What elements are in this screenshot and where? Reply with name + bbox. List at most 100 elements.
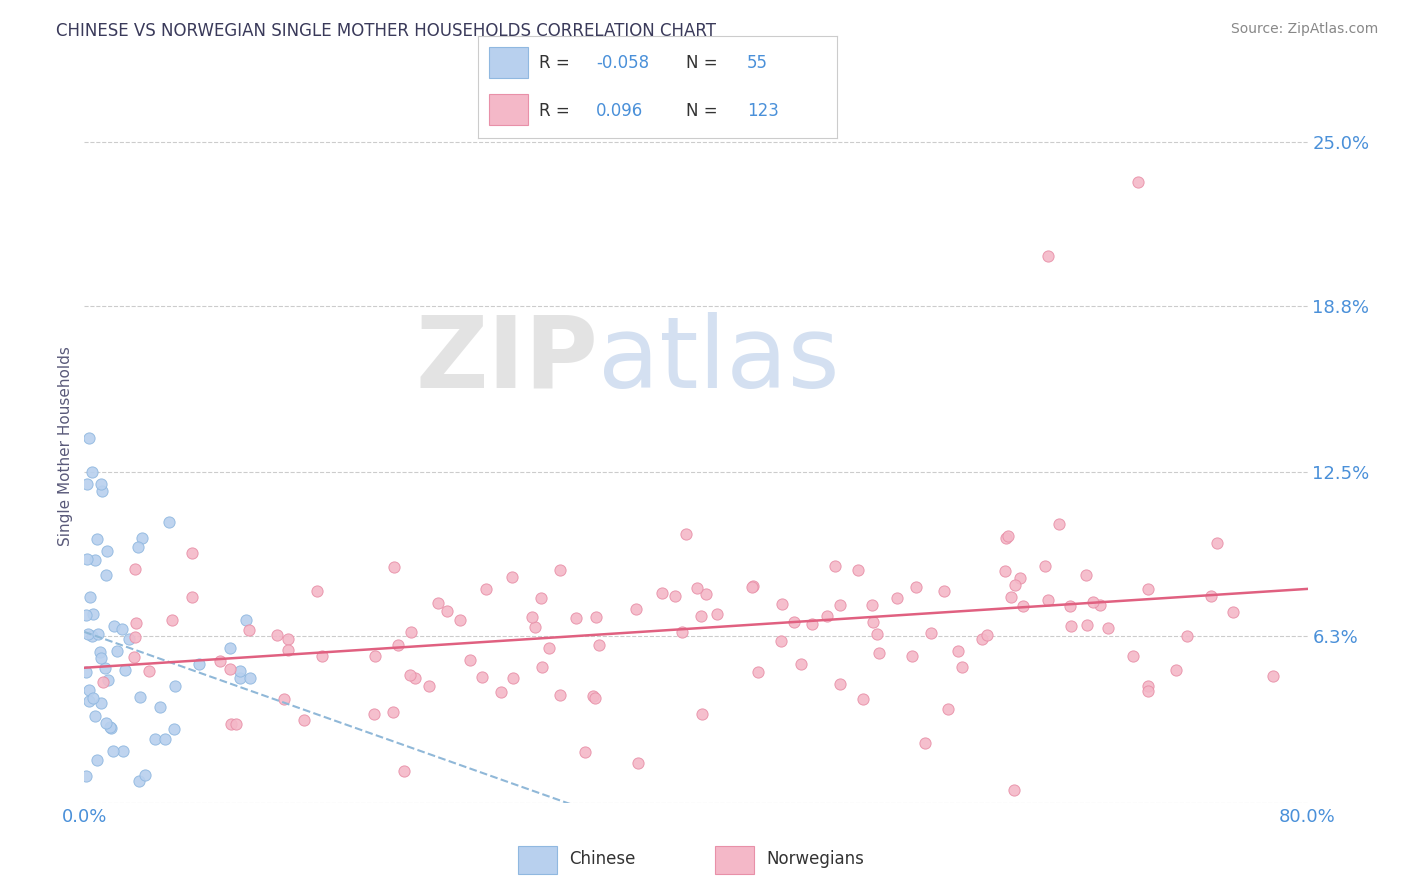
Point <box>208 654 231 668</box>
Point <box>89 645 111 659</box>
Point <box>1036 593 1059 607</box>
Point <box>75 608 97 623</box>
Point <box>273 691 295 706</box>
Point <box>387 638 409 652</box>
Point <box>77 431 100 445</box>
Point <box>1004 578 1026 592</box>
Point <box>651 586 673 600</box>
Point <box>225 717 247 731</box>
Point <box>815 608 838 623</box>
Point <box>627 756 650 771</box>
Point <box>277 632 299 646</box>
Point <box>399 668 422 682</box>
Point <box>801 617 824 632</box>
Point <box>905 580 928 594</box>
Text: Chinese: Chinese <box>569 849 636 868</box>
Point <box>582 689 605 703</box>
Point <box>163 722 186 736</box>
Point <box>292 713 315 727</box>
Point <box>1008 571 1031 585</box>
Point <box>522 610 544 624</box>
Point <box>664 590 686 604</box>
Point <box>436 604 458 618</box>
Point <box>100 721 122 735</box>
Point <box>382 560 405 574</box>
Point <box>565 611 588 625</box>
Point <box>769 634 792 648</box>
Text: R =: R = <box>538 102 575 120</box>
Point <box>219 640 242 655</box>
Text: 0.096: 0.096 <box>596 102 644 120</box>
Point <box>125 615 148 630</box>
Point <box>1097 621 1119 635</box>
Point <box>114 663 136 677</box>
Point <box>995 531 1018 545</box>
Point <box>87 627 110 641</box>
Point <box>936 701 959 715</box>
FancyBboxPatch shape <box>517 846 557 874</box>
Point <box>129 690 152 704</box>
Text: atlas: atlas <box>598 312 839 409</box>
Point <box>153 732 176 747</box>
Point <box>1088 598 1111 612</box>
Point <box>900 649 922 664</box>
Point <box>1002 782 1025 797</box>
Point <box>474 582 496 597</box>
Point <box>76 665 98 679</box>
Point <box>76 552 98 566</box>
Point <box>548 688 571 702</box>
Point <box>1122 648 1144 663</box>
Point <box>122 650 145 665</box>
Point <box>111 743 134 757</box>
Point <box>862 615 884 629</box>
Point <box>976 628 998 642</box>
Point <box>238 624 260 638</box>
Point <box>86 532 108 546</box>
Point <box>82 690 104 705</box>
Point <box>305 583 328 598</box>
Point <box>90 650 112 665</box>
Point <box>531 660 554 674</box>
Point <box>219 716 242 731</box>
Point <box>157 515 180 529</box>
Text: Norwegians: Norwegians <box>766 849 863 868</box>
Y-axis label: Single Mother Households: Single Mother Households <box>58 346 73 546</box>
Point <box>277 642 299 657</box>
Point <box>128 773 150 788</box>
Point <box>583 690 606 705</box>
Text: Source: ZipAtlas.com: Source: ZipAtlas.com <box>1230 22 1378 37</box>
Point <box>149 700 172 714</box>
Point <box>363 707 385 722</box>
Point <box>1136 684 1159 698</box>
Point <box>770 597 793 611</box>
Point <box>846 563 869 577</box>
Point <box>1059 618 1081 632</box>
Point <box>783 615 806 629</box>
Point <box>163 679 186 693</box>
Point <box>77 627 100 641</box>
Point <box>229 664 252 678</box>
Point <box>80 466 103 480</box>
Point <box>695 586 717 600</box>
Point <box>84 709 107 723</box>
Point <box>524 620 547 634</box>
Point <box>76 477 98 491</box>
Point <box>692 707 714 722</box>
Point <box>111 622 134 636</box>
Point <box>997 528 1019 542</box>
Point <box>82 607 104 621</box>
Point <box>86 753 108 767</box>
Point <box>706 607 728 622</box>
Point <box>394 764 416 779</box>
Point <box>920 626 942 640</box>
Point <box>1137 582 1160 596</box>
Point <box>94 661 117 675</box>
Point <box>418 680 440 694</box>
Text: N =: N = <box>686 102 723 120</box>
Point <box>103 619 125 633</box>
Point <box>266 628 288 642</box>
Point <box>914 736 936 750</box>
Point <box>537 640 560 655</box>
Point <box>530 591 553 605</box>
Point <box>1012 599 1035 613</box>
